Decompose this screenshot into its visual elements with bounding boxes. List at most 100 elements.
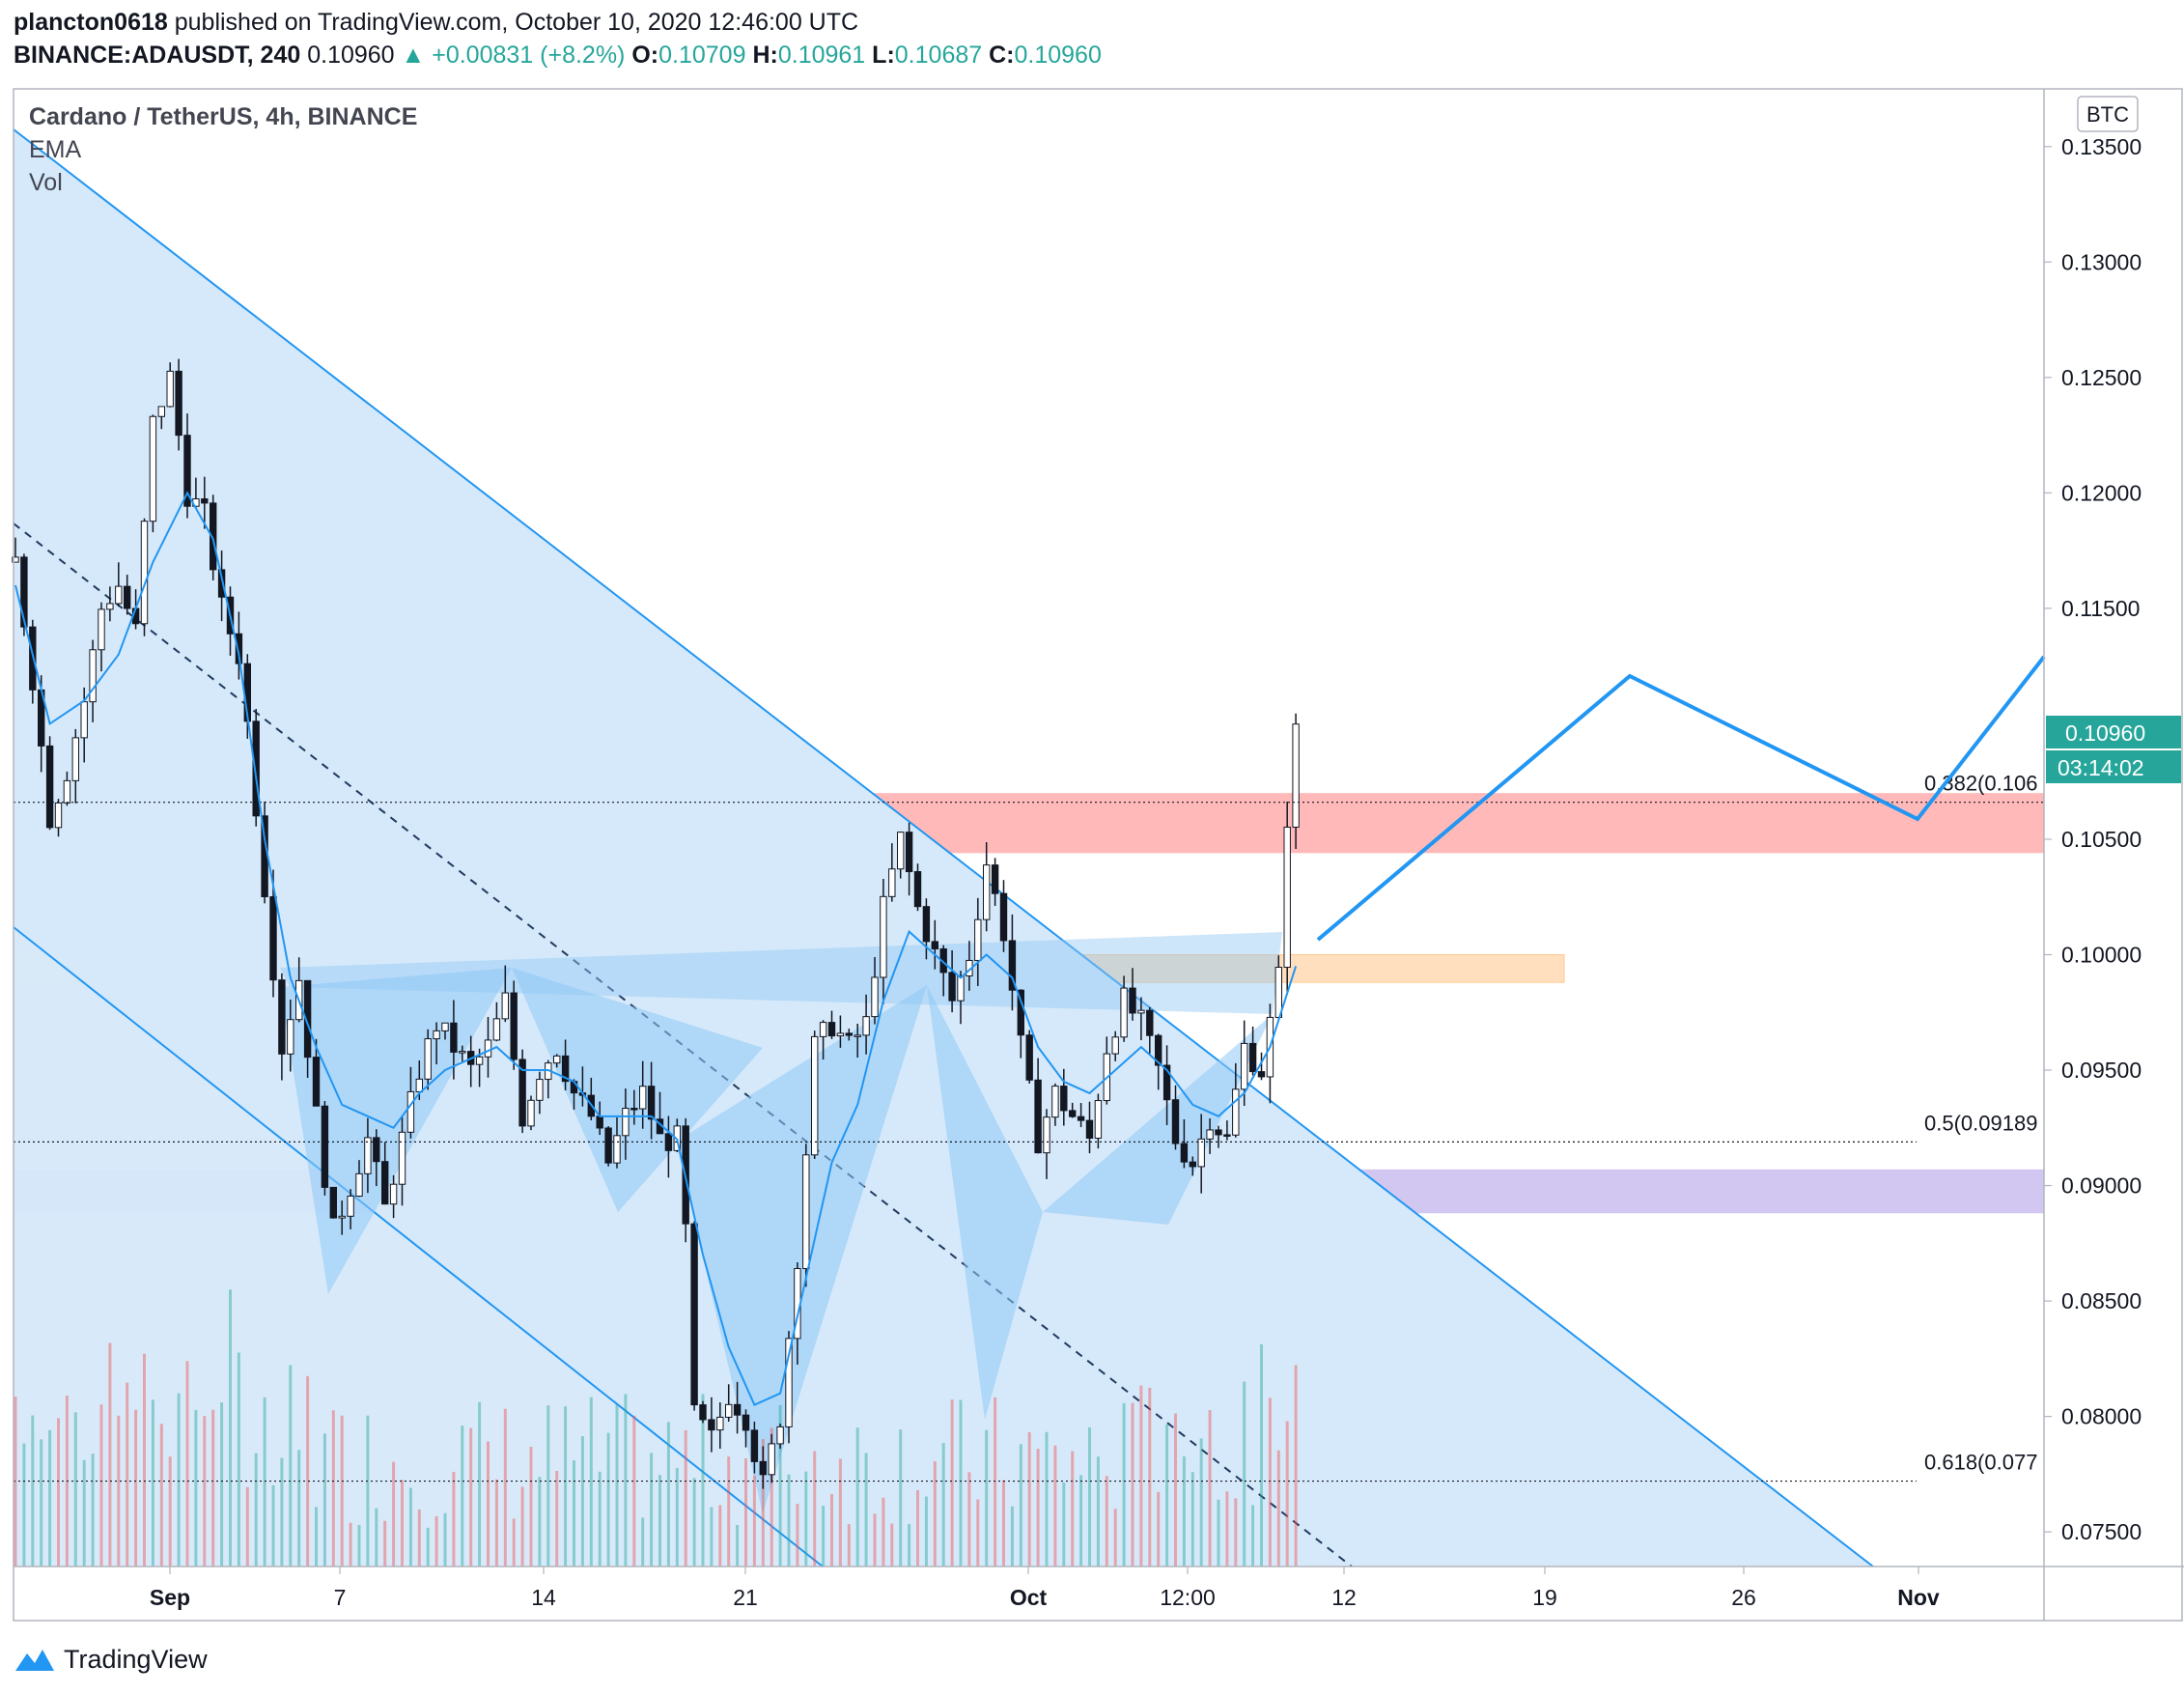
candle-body bbox=[957, 974, 965, 1002]
last-price-tag bbox=[2046, 715, 2181, 748]
volume-bar bbox=[57, 1418, 60, 1567]
volume-bar bbox=[297, 1450, 301, 1567]
volume-bar bbox=[873, 1513, 877, 1567]
candle-body bbox=[484, 1039, 492, 1058]
volume-bar bbox=[615, 1403, 619, 1567]
candle-body bbox=[1129, 987, 1136, 1014]
volume-bar bbox=[117, 1415, 121, 1567]
price-tick-label: 0.12000 bbox=[2061, 480, 2142, 505]
volume-bar bbox=[108, 1342, 112, 1567]
volume-bar bbox=[882, 1497, 885, 1567]
candle-body bbox=[450, 1022, 458, 1053]
volume-bar bbox=[1182, 1455, 1186, 1567]
volume-bar bbox=[976, 1499, 980, 1567]
candle-body bbox=[140, 521, 149, 625]
candle-body bbox=[811, 1035, 819, 1156]
candle-body bbox=[536, 1079, 544, 1101]
candle-body bbox=[854, 1034, 861, 1037]
last-price-text: 0.10960 bbox=[2065, 720, 2145, 746]
volume-bar bbox=[254, 1453, 258, 1567]
volume-bar bbox=[1010, 1506, 1014, 1567]
volume-bar bbox=[1217, 1499, 1220, 1567]
chart-header: plancton0618 published on TradingView.co… bbox=[14, 6, 1102, 71]
candle-body bbox=[501, 992, 509, 1020]
volume-bar bbox=[1096, 1456, 1100, 1567]
price-tick-label: 0.10000 bbox=[2061, 942, 2142, 967]
currency-button-label: BTC bbox=[2086, 102, 2129, 127]
candle-body bbox=[1274, 967, 1282, 1018]
volume-bar bbox=[340, 1415, 344, 1567]
candle-body bbox=[45, 745, 54, 829]
volume-bar bbox=[573, 1460, 575, 1567]
volume-bar bbox=[985, 1429, 989, 1567]
volume-bar bbox=[1053, 1445, 1057, 1567]
currency-button[interactable] bbox=[2077, 96, 2139, 132]
candle-body bbox=[89, 649, 97, 703]
volume-bar bbox=[392, 1461, 396, 1567]
volume-bar bbox=[289, 1365, 293, 1567]
volume-bar bbox=[598, 1471, 602, 1567]
candle-body bbox=[1111, 1036, 1119, 1055]
candle-body bbox=[1180, 1143, 1189, 1163]
volume-bar bbox=[1157, 1491, 1161, 1567]
chart-border bbox=[13, 88, 2183, 1622]
volume-bar bbox=[401, 1480, 404, 1567]
volume-bar bbox=[994, 1397, 997, 1567]
volume-bar bbox=[1122, 1402, 1126, 1567]
tradingview-watermark[interactable]: TradingView bbox=[14, 1645, 208, 1675]
candle-body bbox=[880, 895, 887, 978]
volume-bar bbox=[1088, 1426, 1091, 1567]
candle-body bbox=[252, 720, 260, 817]
volume-bar bbox=[461, 1426, 464, 1567]
candle-body bbox=[475, 1056, 484, 1065]
candle-body bbox=[157, 406, 166, 417]
volume-bar bbox=[1036, 1449, 1040, 1567]
author-name[interactable]: plancton0618 bbox=[14, 9, 168, 36]
candle-body bbox=[1051, 1086, 1059, 1118]
candle-body bbox=[862, 1016, 870, 1036]
volume-bar bbox=[1062, 1482, 1066, 1567]
candle-body bbox=[433, 1030, 440, 1040]
time-tick-label: 21 bbox=[733, 1585, 758, 1610]
candle-body bbox=[20, 556, 28, 628]
candle-body bbox=[733, 1403, 742, 1416]
candle-body bbox=[98, 608, 105, 651]
volume-bar bbox=[924, 1496, 928, 1567]
legend-vol[interactable]: Vol bbox=[29, 169, 63, 196]
volume-bar bbox=[143, 1353, 146, 1567]
pattern-triangle bbox=[676, 985, 927, 1513]
candle-body bbox=[364, 1137, 372, 1174]
time-tick-label: Sep bbox=[150, 1585, 190, 1610]
candle-body bbox=[54, 802, 63, 829]
price-tick-label: 0.13500 bbox=[2061, 134, 2142, 159]
volume-bar bbox=[211, 1409, 215, 1567]
volume-bar bbox=[589, 1397, 593, 1567]
candle-body bbox=[983, 864, 991, 920]
volume-bar bbox=[675, 1467, 679, 1567]
candle-body bbox=[269, 896, 277, 981]
candle-body bbox=[888, 868, 896, 897]
high-value: 0.10961 bbox=[777, 42, 866, 69]
candle-body bbox=[1025, 1034, 1033, 1081]
candle-body bbox=[338, 1215, 346, 1219]
volume-bar bbox=[959, 1399, 963, 1567]
candle-body bbox=[71, 737, 79, 781]
volume-bar bbox=[1225, 1491, 1229, 1567]
candle-body bbox=[518, 1059, 526, 1127]
candle-body bbox=[974, 918, 982, 961]
candle-body bbox=[1197, 1138, 1205, 1168]
candle-body bbox=[115, 585, 123, 605]
legend-ema[interactable]: EMA bbox=[29, 136, 82, 163]
volume-bar bbox=[469, 1427, 473, 1567]
volume-bar bbox=[796, 1504, 799, 1567]
candle-body bbox=[398, 1131, 406, 1185]
pattern-triangle bbox=[927, 985, 1043, 1420]
volume-bar bbox=[804, 1471, 808, 1567]
price-tick-label: 0.08000 bbox=[2061, 1404, 2142, 1429]
volume-bar bbox=[1243, 1381, 1246, 1567]
volume-bar bbox=[280, 1457, 284, 1567]
price-tick-label: 0.11500 bbox=[2061, 596, 2140, 621]
candle-body bbox=[12, 556, 19, 563]
candle-body bbox=[897, 832, 905, 870]
